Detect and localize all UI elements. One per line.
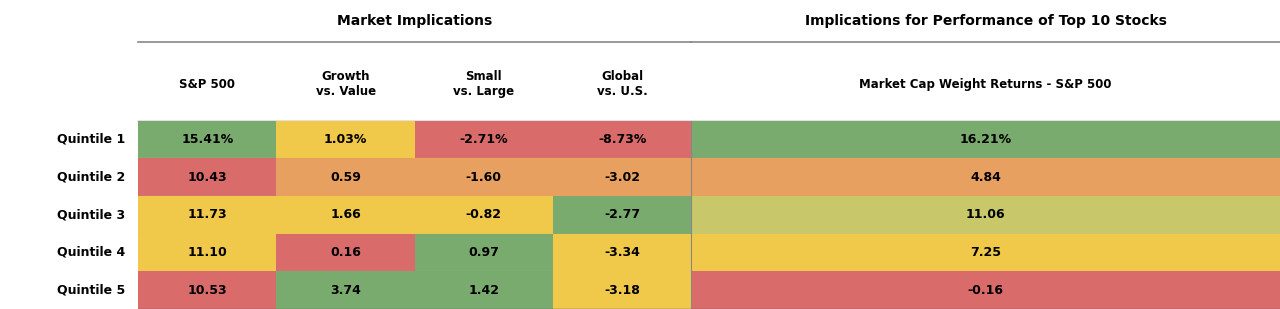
Text: 3.74: 3.74 <box>330 284 361 297</box>
Bar <box>138 158 276 196</box>
Text: -8.73%: -8.73% <box>598 133 646 146</box>
Text: -0.82: -0.82 <box>466 208 502 221</box>
Bar <box>138 196 276 234</box>
Text: Small
vs. Large: Small vs. Large <box>453 70 515 98</box>
Bar <box>276 196 415 234</box>
Text: Market Implications: Market Implications <box>337 14 493 28</box>
Text: Global
vs. U.S.: Global vs. U.S. <box>596 70 648 98</box>
Text: Quintile 3: Quintile 3 <box>58 208 125 221</box>
Bar <box>276 158 415 196</box>
Bar <box>415 121 553 158</box>
Text: 10.43: 10.43 <box>188 171 227 184</box>
Text: 1.03%: 1.03% <box>324 133 367 146</box>
Text: -3.34: -3.34 <box>604 246 640 259</box>
Bar <box>553 158 691 196</box>
Text: Market Cap Weight Returns - S&P 500: Market Cap Weight Returns - S&P 500 <box>859 78 1112 91</box>
Bar <box>553 271 691 309</box>
Bar <box>138 121 276 158</box>
Bar <box>138 234 276 271</box>
Bar <box>415 234 553 271</box>
Text: Growth
vs. Value: Growth vs. Value <box>316 70 375 98</box>
Text: -3.18: -3.18 <box>604 284 640 297</box>
Bar <box>691 234 1280 271</box>
Bar <box>691 158 1280 196</box>
Bar <box>415 196 553 234</box>
Text: 11.06: 11.06 <box>966 208 1005 221</box>
Text: -2.77: -2.77 <box>604 208 640 221</box>
Text: -2.71%: -2.71% <box>460 133 508 146</box>
Text: 0.16: 0.16 <box>330 246 361 259</box>
Text: 10.53: 10.53 <box>188 284 227 297</box>
Bar <box>276 271 415 309</box>
Text: 11.10: 11.10 <box>187 246 228 259</box>
Text: Quintile 5: Quintile 5 <box>58 284 125 297</box>
Text: Quintile 4: Quintile 4 <box>58 246 125 259</box>
Text: Quintile 1: Quintile 1 <box>58 133 125 146</box>
Bar <box>691 121 1280 158</box>
Text: 4.84: 4.84 <box>970 171 1001 184</box>
Text: 1.42: 1.42 <box>468 284 499 297</box>
Bar <box>553 121 691 158</box>
Text: 0.97: 0.97 <box>468 246 499 259</box>
Text: -0.16: -0.16 <box>968 284 1004 297</box>
Bar <box>276 121 415 158</box>
Text: 7.25: 7.25 <box>970 246 1001 259</box>
Text: Implications for Performance of Top 10 Stocks: Implications for Performance of Top 10 S… <box>805 14 1166 28</box>
Bar <box>276 234 415 271</box>
Text: 15.41%: 15.41% <box>182 133 233 146</box>
Text: 11.73: 11.73 <box>188 208 227 221</box>
Text: -3.02: -3.02 <box>604 171 640 184</box>
Bar <box>691 271 1280 309</box>
Text: Quintile 2: Quintile 2 <box>58 171 125 184</box>
Bar <box>553 234 691 271</box>
Bar <box>553 196 691 234</box>
Text: 0.59: 0.59 <box>330 171 361 184</box>
Text: -1.60: -1.60 <box>466 171 502 184</box>
Bar <box>138 271 276 309</box>
Bar <box>415 158 553 196</box>
Text: S&P 500: S&P 500 <box>179 78 236 91</box>
Text: 16.21%: 16.21% <box>960 133 1011 146</box>
Bar <box>415 271 553 309</box>
Bar <box>691 196 1280 234</box>
Text: 1.66: 1.66 <box>330 208 361 221</box>
